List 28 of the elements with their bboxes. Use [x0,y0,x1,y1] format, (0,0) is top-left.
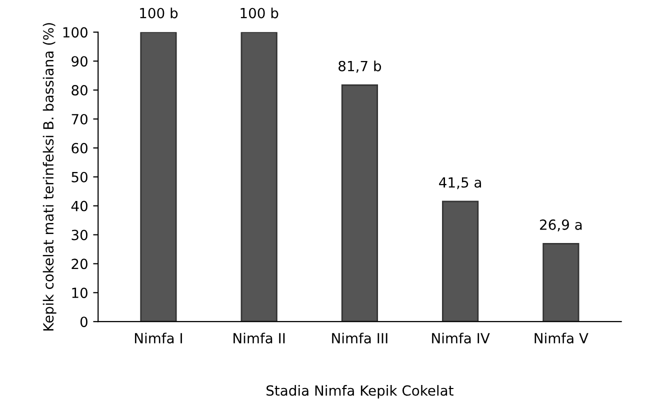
y-tick-label: 50 [72,172,88,182]
data-label: 100 b [240,8,278,18]
x-tick-label: Nimfa V [534,332,588,344]
data-label: 26,9 a [540,219,582,232]
bar [442,200,479,322]
x-axis-title: Stadia Nimfa Kepik Cokelat [266,385,454,398]
y-tick-label: 60 [72,142,88,154]
y-tick-label: 10 [72,288,88,298]
data-label: 81,7 b [338,60,382,73]
bar [240,32,278,322]
x-tick-label: Nimfa IV [432,332,490,344]
y-tick-label: 0 [80,316,88,328]
x-tick-label: Nimfa III [332,332,388,344]
y-tick-label: 20 [72,258,88,270]
y-tick-label: 40 [71,200,88,212]
x-tick-label: Nimfa II [234,332,285,344]
bar [140,32,177,322]
y-tick-label: 90 [72,56,88,67]
y-tick-label: 70 [72,114,88,124]
y-tick-label: 30 [72,230,88,240]
bar [341,84,378,322]
bar [542,243,580,322]
data-label: 41,5 a [439,177,481,190]
x-tick-label: Nimfa I [134,332,182,344]
data-label: 100 b [140,8,178,18]
y-tick-label: 80 [72,85,88,96]
y-tick-label: 100 [63,27,88,38]
y-axis-title: Kepik cokelat mati terinfeksi B. bassiana (%) [42,23,56,330]
